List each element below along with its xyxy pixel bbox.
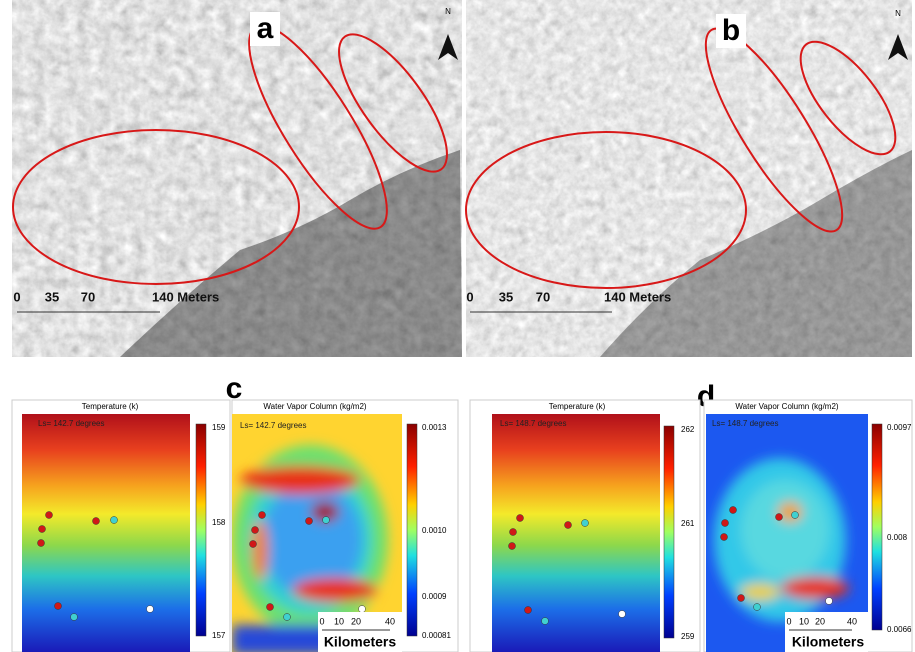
- site: [39, 526, 46, 533]
- north-label: N: [895, 9, 901, 18]
- site: [510, 529, 517, 536]
- site: [730, 507, 737, 514]
- site: [55, 603, 62, 610]
- colorbar-tick: 0.0013: [422, 423, 447, 432]
- colorbar-tick: 0.0097: [887, 423, 912, 432]
- site: [267, 604, 274, 611]
- site: [826, 598, 833, 605]
- colorbar: [407, 424, 417, 636]
- season: Ls= 142.7 degrees: [38, 419, 105, 428]
- site: [38, 540, 45, 547]
- site: [722, 520, 729, 527]
- site: [565, 522, 572, 529]
- site: [284, 614, 291, 621]
- site: [359, 606, 366, 613]
- panel-label: b: [722, 14, 740, 47]
- site: [754, 604, 761, 611]
- site: [525, 607, 532, 614]
- colorbar-tick: 159: [212, 423, 226, 432]
- field: [293, 578, 377, 602]
- scale-tick: 0: [466, 289, 473, 304]
- colorbar-tick: 259: [681, 632, 695, 641]
- km-tick: 0: [786, 616, 791, 626]
- colorbar-tick: 0.0066: [887, 625, 912, 634]
- scale-tick: 70: [81, 289, 95, 304]
- season: Ls= 148.7 degrees: [712, 419, 779, 428]
- season: Ls= 148.7 degrees: [500, 419, 567, 428]
- site: [71, 614, 78, 621]
- scale-tick: 70: [536, 289, 550, 304]
- site: [738, 595, 745, 602]
- scale-unit: 140 Meters: [152, 289, 219, 304]
- field: [740, 584, 780, 600]
- north-label: N: [445, 7, 451, 16]
- site: [93, 518, 100, 525]
- km-tick: 20: [815, 616, 825, 626]
- colorbar-tick: 261: [681, 519, 695, 528]
- km-unit: Kilometers: [324, 634, 397, 650]
- site: [147, 606, 154, 613]
- site: [46, 512, 53, 519]
- map-title: Temperature (k): [549, 402, 606, 411]
- site: [259, 512, 266, 519]
- site: [306, 518, 313, 525]
- km-tick: 0: [319, 616, 324, 626]
- site: [517, 515, 524, 522]
- colorbar-tick: 0.0009: [422, 592, 447, 601]
- colorbar: [196, 424, 206, 636]
- field: [240, 466, 360, 494]
- map-title: Temperature (k): [82, 402, 139, 411]
- scale-tick: 35: [45, 289, 59, 304]
- colorbar-tick: 0.0010: [422, 526, 447, 535]
- colorbar: [664, 426, 674, 638]
- site: [509, 543, 516, 550]
- colorbar-tick: 0.008: [887, 533, 908, 542]
- site: [250, 541, 257, 548]
- site: [792, 512, 799, 519]
- colorbar-tick: 0.00081: [422, 631, 451, 640]
- scale-tick: 35: [499, 289, 513, 304]
- field: [781, 577, 849, 599]
- scale-unit: 140 Meters: [604, 289, 671, 304]
- km-unit: Kilometers: [792, 634, 865, 650]
- field: [741, 480, 829, 580]
- site: [111, 517, 118, 524]
- colorbar-tick: 157: [212, 631, 226, 640]
- km-tick: 20: [351, 616, 361, 626]
- map-title: Water Vapor Column (kg/m2): [735, 402, 838, 411]
- colorbar-tick: 262: [681, 425, 695, 434]
- colorbar: [872, 424, 882, 630]
- scale-tick: 0: [13, 289, 20, 304]
- map-title: Water Vapor Column (kg/m2): [263, 402, 366, 411]
- km-tick: 10: [799, 616, 809, 626]
- image-b: [466, 0, 912, 357]
- km-tick: 40: [385, 616, 395, 626]
- season: Ls= 142.7 degrees: [240, 421, 307, 430]
- site: [252, 527, 259, 534]
- km-tick: 10: [334, 616, 344, 626]
- panel-label: a: [257, 12, 274, 45]
- site: [619, 611, 626, 618]
- site: [582, 520, 589, 527]
- temperature-map: [492, 414, 660, 652]
- temperature-map: [22, 414, 190, 652]
- site: [776, 514, 783, 521]
- site: [542, 618, 549, 625]
- km-tick: 40: [847, 616, 857, 626]
- colorbar-tick: 158: [212, 518, 226, 527]
- site: [323, 517, 330, 524]
- figure: a N 0 35 70 140 Meters b N 0 35 70 140 M…: [0, 0, 915, 652]
- image-a: [12, 0, 462, 357]
- site: [721, 534, 728, 541]
